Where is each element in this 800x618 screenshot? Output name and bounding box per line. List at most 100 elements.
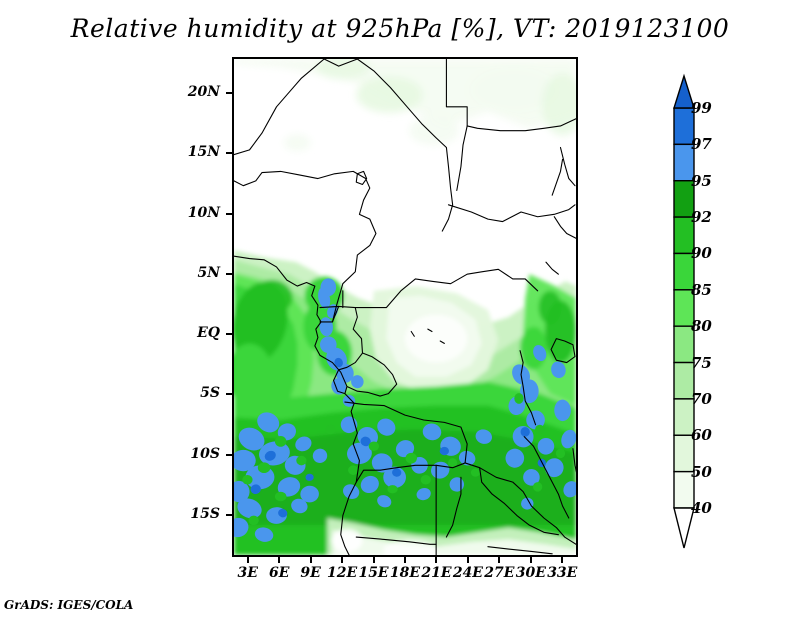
rh-blob <box>535 424 545 435</box>
y-axis-tick <box>226 333 232 336</box>
x-axis-label-3e: 3E <box>237 565 258 581</box>
colorbar-tick-80: 80 <box>691 317 712 336</box>
colorbar-tick-60: 60 <box>691 426 712 445</box>
x-axis-label-21e: 21E <box>421 565 452 581</box>
rh-blob <box>416 488 431 501</box>
rh-blob <box>395 440 415 458</box>
rh-blob <box>544 458 564 478</box>
country-border <box>355 536 437 545</box>
x-axis-label-33e: 33E <box>547 565 578 581</box>
rh-blob <box>377 418 396 436</box>
rh-blob <box>470 468 481 477</box>
rh-blob <box>283 134 311 151</box>
rh-blob <box>305 473 314 481</box>
country-border <box>332 307 364 395</box>
rh-blob <box>387 485 398 494</box>
rh-blob <box>533 482 543 492</box>
rh-blob <box>360 436 371 447</box>
rh-blob <box>234 480 250 503</box>
rh-blob <box>234 449 256 472</box>
rh-blob <box>351 375 364 389</box>
rh-blob <box>242 474 253 485</box>
colorbar-tick-85: 85 <box>691 280 712 299</box>
country-border <box>346 352 398 397</box>
rh-blob <box>409 116 459 146</box>
country-border <box>487 546 553 555</box>
rh-blob <box>300 485 319 503</box>
country-border <box>356 59 454 232</box>
rh-blob <box>334 357 343 368</box>
colorbar-tick-70: 70 <box>691 389 712 408</box>
rh-blob <box>274 436 287 447</box>
rh-contour-band <box>342 142 576 244</box>
y-axis-tick <box>226 272 232 275</box>
rh-blob <box>377 495 392 508</box>
colorbar-extend-min-arrow <box>673 507 695 549</box>
grads-credit: GrADS: IGES/COLA <box>4 598 134 612</box>
rh-blob <box>318 287 331 309</box>
rh-blob <box>521 497 534 510</box>
rh-blob <box>541 73 576 136</box>
y-axis-label-10n: 10N <box>187 204 220 221</box>
country-border <box>234 59 325 156</box>
colorbar-tick-50: 50 <box>691 462 712 481</box>
rh-blob <box>234 343 273 406</box>
rh-blob <box>523 468 540 486</box>
y-axis-label-15n: 15N <box>187 144 220 161</box>
rh-blob <box>356 76 423 113</box>
y-axis-tick <box>226 92 232 95</box>
rh-blob <box>505 448 525 468</box>
rh-blob <box>248 515 259 526</box>
country-border <box>551 158 564 196</box>
x-axis-tick <box>278 557 281 563</box>
x-axis-tick <box>246 557 249 563</box>
rh-blob <box>325 424 336 435</box>
country-border <box>410 330 415 337</box>
rh-blob <box>533 344 547 362</box>
rh-blob <box>277 423 296 441</box>
country-border <box>319 268 539 309</box>
rh-blob <box>295 436 312 452</box>
country-border <box>550 338 576 364</box>
rh-blob <box>405 452 417 464</box>
map-plot-area[interactable] <box>232 57 578 557</box>
colorbar-tick-90: 90 <box>691 244 712 263</box>
rh-blob <box>348 465 359 475</box>
rh-blob <box>449 477 464 492</box>
rh-blob <box>430 461 450 479</box>
rh-blob <box>256 279 293 312</box>
rh-blob <box>278 508 288 518</box>
x-axis-tick <box>309 557 312 563</box>
x-axis-label-6e: 6E <box>268 565 290 581</box>
colorbar-tick-75: 75 <box>691 353 712 372</box>
y-axis-tick <box>226 513 232 516</box>
country-border <box>439 340 445 344</box>
rh-blob <box>331 528 363 553</box>
country-border <box>572 448 576 473</box>
rh-blob <box>257 412 280 433</box>
colorbar-swatches <box>673 73 695 549</box>
country-border <box>445 476 462 538</box>
x-axis-tick <box>466 557 469 563</box>
rh-blob <box>238 427 265 451</box>
x-axis-label-12e: 12E <box>327 565 358 581</box>
rh-blob <box>234 517 249 538</box>
rh-blob <box>360 475 379 494</box>
rh-blob <box>254 527 274 542</box>
colorbar[interactable]: 99 97 95 92 90 85 80 75 70 60 50 40 <box>655 70 800 560</box>
y-axis-tick <box>226 453 232 456</box>
country-border <box>519 350 537 426</box>
x-axis-tick <box>498 557 501 563</box>
y-axis-label-5n: 5N <box>197 264 220 281</box>
x-axis-tick <box>404 557 406 563</box>
rh-blob <box>561 429 576 449</box>
rh-blob <box>291 498 308 514</box>
x-axis-tick <box>435 557 438 563</box>
rh-blob <box>555 448 566 459</box>
rh-blob <box>336 363 354 383</box>
rh-blob <box>475 429 492 444</box>
rh-blob <box>563 481 576 498</box>
rh-blob <box>538 290 562 325</box>
x-axis-label-27e: 27E <box>484 565 515 581</box>
country-border <box>464 462 576 545</box>
